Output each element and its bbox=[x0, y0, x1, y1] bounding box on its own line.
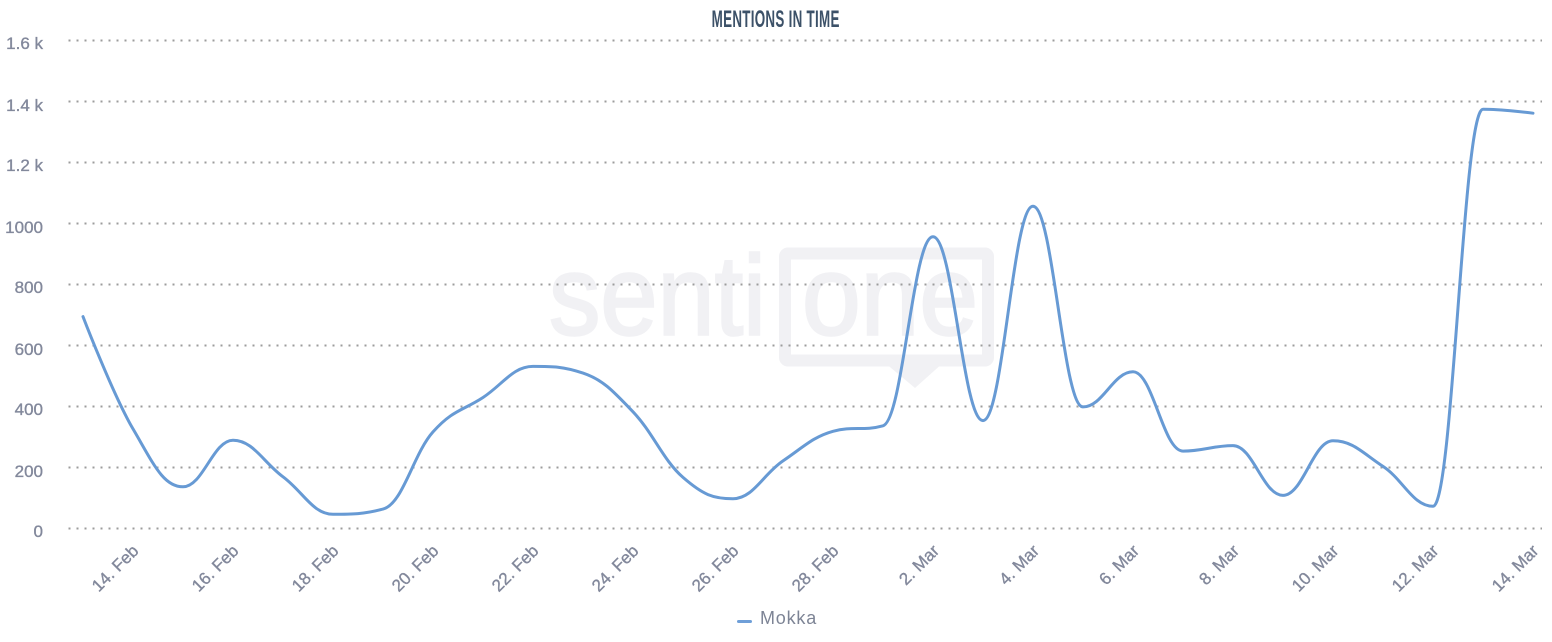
svg-text:senti: senti bbox=[549, 233, 766, 359]
